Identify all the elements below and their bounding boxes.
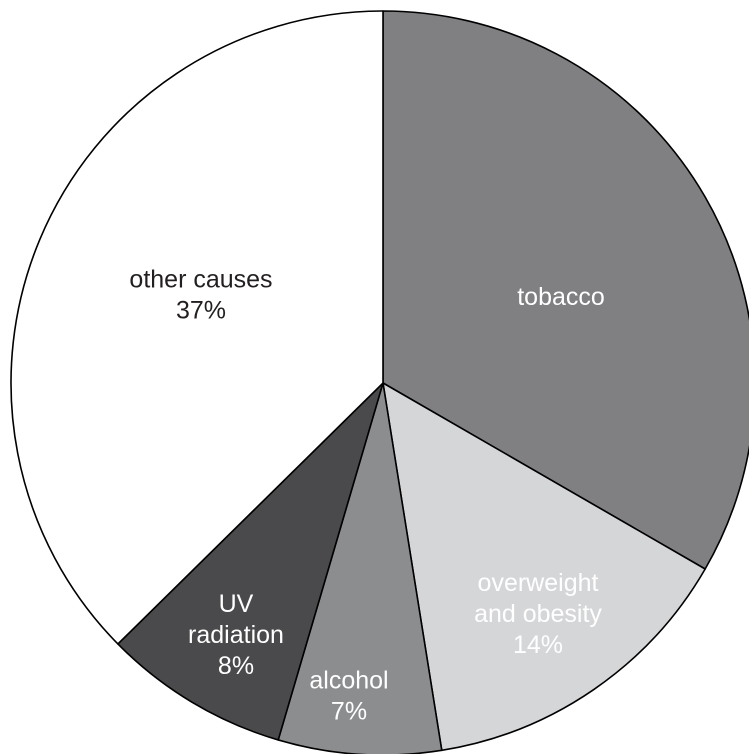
label-overweight-and-obesity: overweight and obesity 14% xyxy=(474,569,602,659)
label-uv-radiation: UV radiation 8% xyxy=(188,590,284,680)
slice-alcohol xyxy=(277,382,443,754)
slice-name-label: UV xyxy=(219,590,254,618)
pie-slices xyxy=(10,10,749,754)
slice-tobacco xyxy=(382,10,749,570)
slice-overweight-and-obesity xyxy=(382,382,706,752)
slice-value-label: 7% xyxy=(331,697,367,725)
slice-name-label: radiation xyxy=(188,621,284,649)
label-alcohol: alcohol 7% xyxy=(309,666,388,725)
slice-other-causes xyxy=(10,10,384,645)
slice-value-label: 8% xyxy=(218,652,254,680)
slice-name-label: other causes xyxy=(129,265,272,293)
label-tobacco: tobacco xyxy=(517,283,605,311)
slice-name-label: alcohol xyxy=(309,666,388,694)
label-other-causes: other causes 37% xyxy=(129,265,272,324)
slice-value-label: 14% xyxy=(513,631,563,659)
slice-name-label: overweight xyxy=(478,569,599,597)
slice-name-label: and obesity xyxy=(474,600,602,628)
slice-name-label: tobacco xyxy=(517,283,605,311)
slice-value-label: 37% xyxy=(176,296,226,324)
slice-uv-radiation xyxy=(117,382,384,741)
pie-labels: tobacco overweight and obesity 14% alcohol 7%… xyxy=(129,265,604,725)
